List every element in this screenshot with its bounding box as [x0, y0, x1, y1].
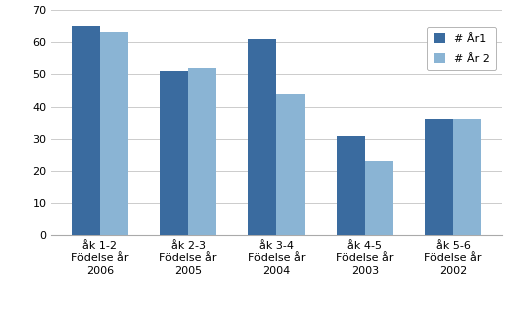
- Bar: [160, 71, 188, 235]
- Legend: # År1, # År 2: # År1, # År 2: [427, 26, 496, 70]
- Bar: [365, 161, 393, 235]
- Bar: [72, 26, 100, 235]
- Bar: [100, 32, 128, 235]
- Bar: [336, 135, 365, 235]
- Bar: [188, 68, 217, 235]
- Bar: [248, 39, 276, 235]
- Bar: [276, 94, 305, 235]
- Bar: [425, 119, 453, 235]
- Bar: [453, 119, 481, 235]
